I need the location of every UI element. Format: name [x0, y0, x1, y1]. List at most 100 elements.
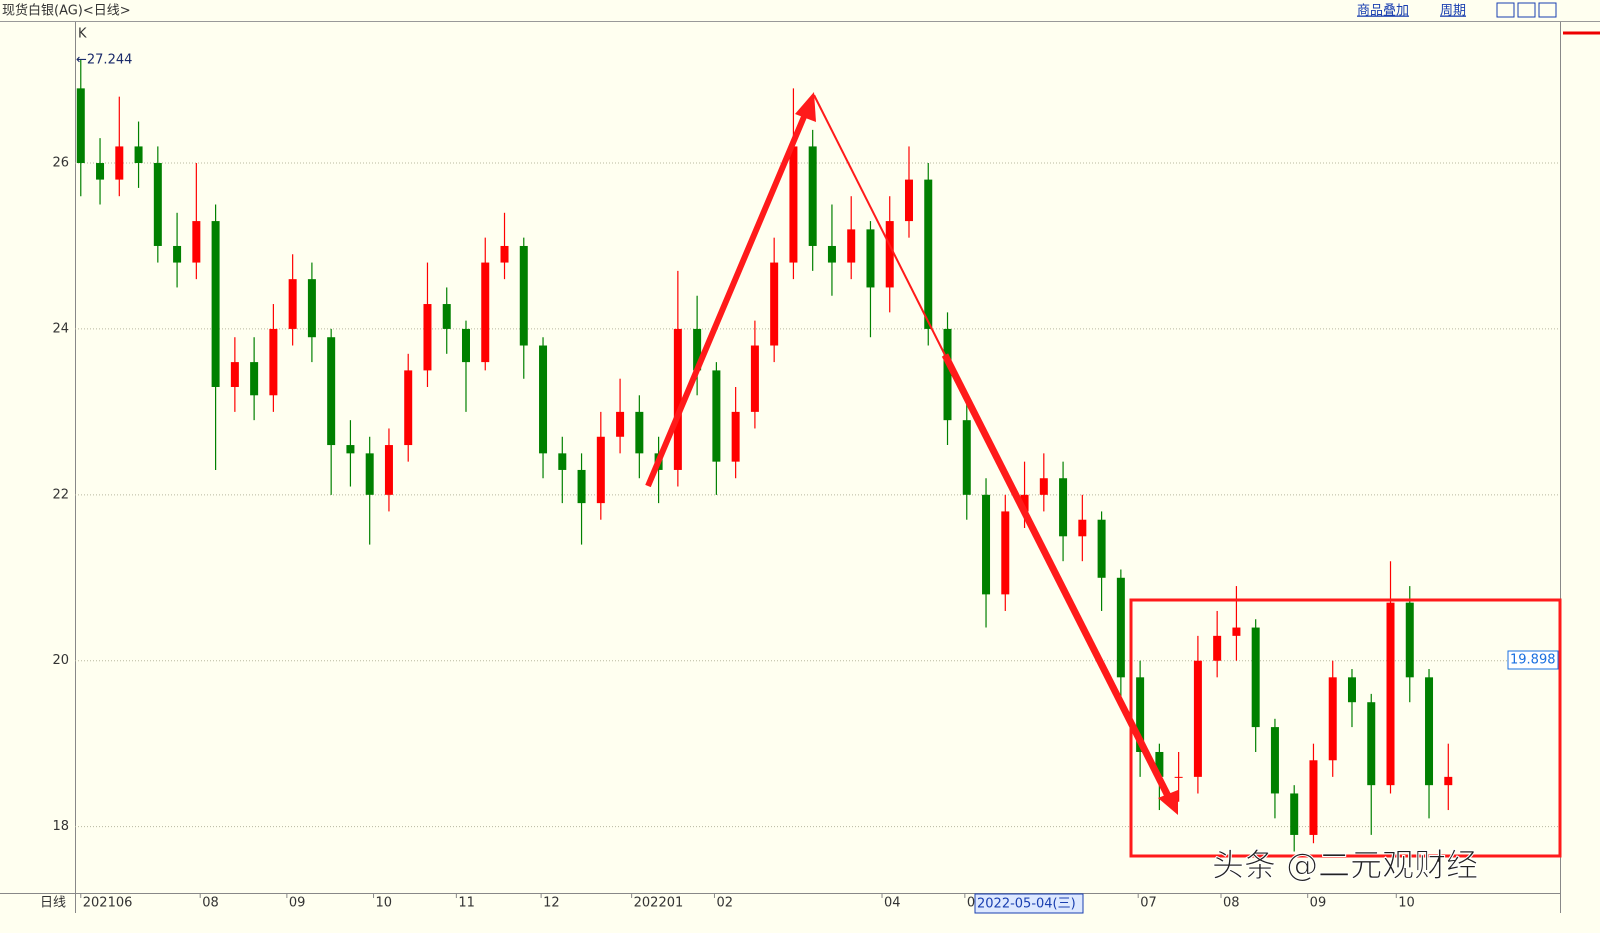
candle-body — [1309, 760, 1318, 835]
candle-body — [1001, 511, 1010, 595]
candle-body — [96, 163, 105, 180]
watermark: 头条 @二元观财经 — [1212, 846, 1478, 884]
candle-body — [76, 88, 85, 164]
candle-body — [924, 179, 933, 329]
candle-body — [827, 245, 836, 263]
candle-body — [481, 262, 490, 363]
candle-body — [558, 453, 567, 470]
x-tick-label: 08 — [202, 896, 219, 911]
candle-body — [1405, 602, 1414, 678]
cursor-date-box — [974, 893, 1084, 914]
candle-body — [1270, 727, 1279, 794]
y-tick-label: 26 — [52, 156, 69, 171]
candle-body — [1097, 519, 1106, 578]
candle-body — [1078, 519, 1087, 537]
cursor-price-box — [1507, 650, 1559, 670]
candle-body — [423, 304, 432, 371]
candle-body — [789, 146, 798, 263]
annotations — [645, 92, 1562, 858]
x-tick-label: 10 — [1398, 896, 1415, 911]
candle-body — [500, 245, 509, 263]
period-label: 日线 — [40, 896, 66, 911]
candle-body — [442, 304, 451, 329]
candle-body — [770, 262, 779, 346]
x-tick-label: 09 — [1310, 896, 1327, 911]
x-tick-label: 10 — [376, 896, 393, 911]
y-tick-label: 18 — [52, 819, 69, 834]
candle-body — [1425, 677, 1434, 786]
candle-body — [962, 420, 971, 495]
candle-body — [596, 436, 605, 504]
candle-body — [365, 453, 374, 495]
candle-body — [134, 146, 143, 164]
toolbar-overlay[interactable]: 商品叠加 — [1357, 4, 1409, 19]
candle-body — [1444, 776, 1453, 786]
candle-body — [211, 221, 220, 387]
candle-body — [250, 362, 259, 396]
candle-body — [1290, 793, 1299, 835]
y-tick-label: 24 — [52, 321, 69, 336]
side-panel — [1561, 22, 1600, 933]
indicator-label: K — [78, 27, 87, 42]
candle-body — [847, 229, 856, 263]
candle-body — [1232, 627, 1241, 636]
candle-body — [1213, 635, 1222, 661]
candle-body — [885, 221, 894, 288]
x-tick-label: 202201 — [634, 896, 684, 911]
candle-body — [904, 179, 913, 222]
x-tick-label: 12 — [543, 896, 560, 911]
candle-body — [866, 229, 875, 288]
max-label: ←27.244 — [76, 53, 132, 68]
candle-body — [673, 328, 682, 470]
x-tick-label: 02 — [716, 896, 733, 911]
candle-body — [693, 328, 702, 371]
x-tick-label: 11 — [458, 896, 475, 911]
x-tick-label: 202106 — [83, 896, 133, 911]
candle-body — [1136, 677, 1145, 752]
candle-body — [1116, 577, 1125, 678]
candle-body — [1193, 660, 1202, 777]
candle-body — [115, 146, 124, 180]
candle-body — [1386, 602, 1395, 786]
cursor-price: 19.898 — [1510, 653, 1556, 668]
candle-body — [1251, 627, 1260, 728]
plot: 1820222426202106080910111220220102040507… — [52, 59, 1560, 911]
x-tick-label: 07 — [1140, 896, 1157, 911]
toolbar-period[interactable]: 周期 — [1440, 4, 1466, 19]
header-bar — [0, 0, 1600, 21]
candle-body — [750, 345, 759, 412]
candle-body — [230, 362, 239, 387]
candle-body — [192, 221, 201, 263]
chart-title: 现货白银(AG)<日线> — [2, 3, 131, 19]
x-tick-label: 09 — [289, 896, 306, 911]
candle-body — [577, 469, 586, 504]
candle-body — [1155, 751, 1164, 777]
cursor-date: 2022-05-04(三) — [977, 897, 1076, 912]
candle-body — [461, 328, 470, 363]
candle-body — [1020, 494, 1029, 512]
candle-body — [173, 245, 182, 263]
candle-body — [307, 279, 316, 338]
nav-buttons[interactable] — [1496, 2, 1557, 18]
candle-body — [384, 445, 393, 495]
x-tick-label: 08 — [1223, 896, 1240, 911]
y-tick-label: 20 — [52, 653, 69, 668]
candle-body — [731, 411, 740, 462]
candle-body — [1174, 776, 1183, 778]
candle-body — [1347, 677, 1356, 703]
candle-body — [1039, 478, 1048, 495]
candle-body — [153, 163, 162, 246]
candle-body — [808, 146, 817, 246]
candle-body — [1367, 702, 1376, 786]
y-tick-label: 22 — [52, 487, 69, 502]
candle-body — [982, 494, 991, 595]
candle-body — [712, 370, 721, 462]
x-tick-label: 04 — [884, 896, 901, 911]
candle-body — [539, 345, 548, 454]
candle-body — [1328, 677, 1337, 761]
candle-body — [519, 245, 528, 346]
candle-body — [616, 411, 625, 437]
candle-body — [943, 328, 952, 421]
